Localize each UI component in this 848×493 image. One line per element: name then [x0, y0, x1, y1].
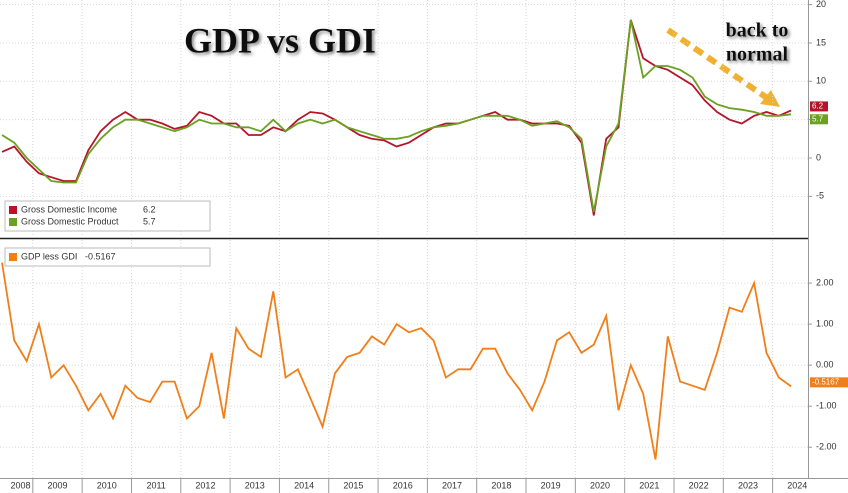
y-tick-label: 0.00 [816, 360, 834, 370]
x-tick-label: 2011 [146, 480, 165, 490]
x-tick-label: 2024 [787, 480, 807, 490]
x-tick-label: 2017 [442, 480, 462, 490]
x-tick-label: 2020 [590, 480, 610, 490]
legend-value: 5.7 [143, 216, 156, 226]
x-tick-label: 2023 [738, 480, 758, 490]
annotation: back to [726, 20, 789, 42]
value-tag [810, 377, 848, 388]
y-tick-label: 15 [816, 37, 826, 47]
y-tick-label: 1.00 [816, 318, 834, 328]
x-tick-label: 2022 [689, 480, 709, 490]
legend-value: -0.5167 [85, 251, 116, 261]
series-line [1, 19, 792, 216]
chart-title: GDP vs GDI [184, 20, 376, 60]
value-tag [810, 101, 828, 112]
legend-box [4, 247, 211, 267]
x-tick-label: 2016 [393, 480, 413, 490]
legend-label: GDP less GDI [21, 251, 77, 261]
x-tick-label: 2018 [491, 480, 511, 490]
x-tick-label: 2019 [541, 480, 561, 490]
x-tick-label: 2009 [47, 480, 67, 490]
value-tag [810, 114, 828, 125]
series-line [1, 262, 792, 460]
legend-swatch [9, 206, 17, 214]
y-tick-label: -5 [816, 191, 824, 201]
arrow [666, 27, 772, 103]
value-tag-label: 6.2 [812, 102, 824, 111]
arrow-head [760, 90, 780, 107]
series-line [1, 19, 792, 212]
y-tick-label: 0 [816, 152, 821, 162]
value-tag-label: 5.7 [812, 114, 824, 123]
x-tick-label: 2008 [10, 480, 30, 490]
x-tick-label: 2021 [639, 480, 659, 490]
legend-label: Gross Domestic Product [21, 216, 119, 226]
x-tick-label: 2014 [294, 480, 314, 490]
legend-swatch [9, 253, 17, 261]
legend-swatch [9, 218, 17, 226]
y-tick-label: 10 [816, 76, 826, 86]
x-tick-label: 2010 [97, 480, 117, 490]
x-tick-label: 2015 [343, 480, 363, 490]
x-tick-label: 2012 [195, 480, 215, 490]
legend-value: 6.2 [143, 204, 156, 214]
legend-label: Gross Domestic Income [21, 204, 117, 214]
y-tick-label: 2.00 [816, 277, 834, 287]
annotation: normal [726, 44, 789, 66]
x-tick-label: 2013 [245, 480, 265, 490]
y-tick-label: -2.00 [816, 442, 837, 452]
legend-box [4, 200, 211, 232]
y-tick-label: 20 [816, 0, 826, 9]
y-tick-label: -1.00 [816, 401, 837, 411]
value-tag-label: -0.5167 [812, 377, 840, 386]
